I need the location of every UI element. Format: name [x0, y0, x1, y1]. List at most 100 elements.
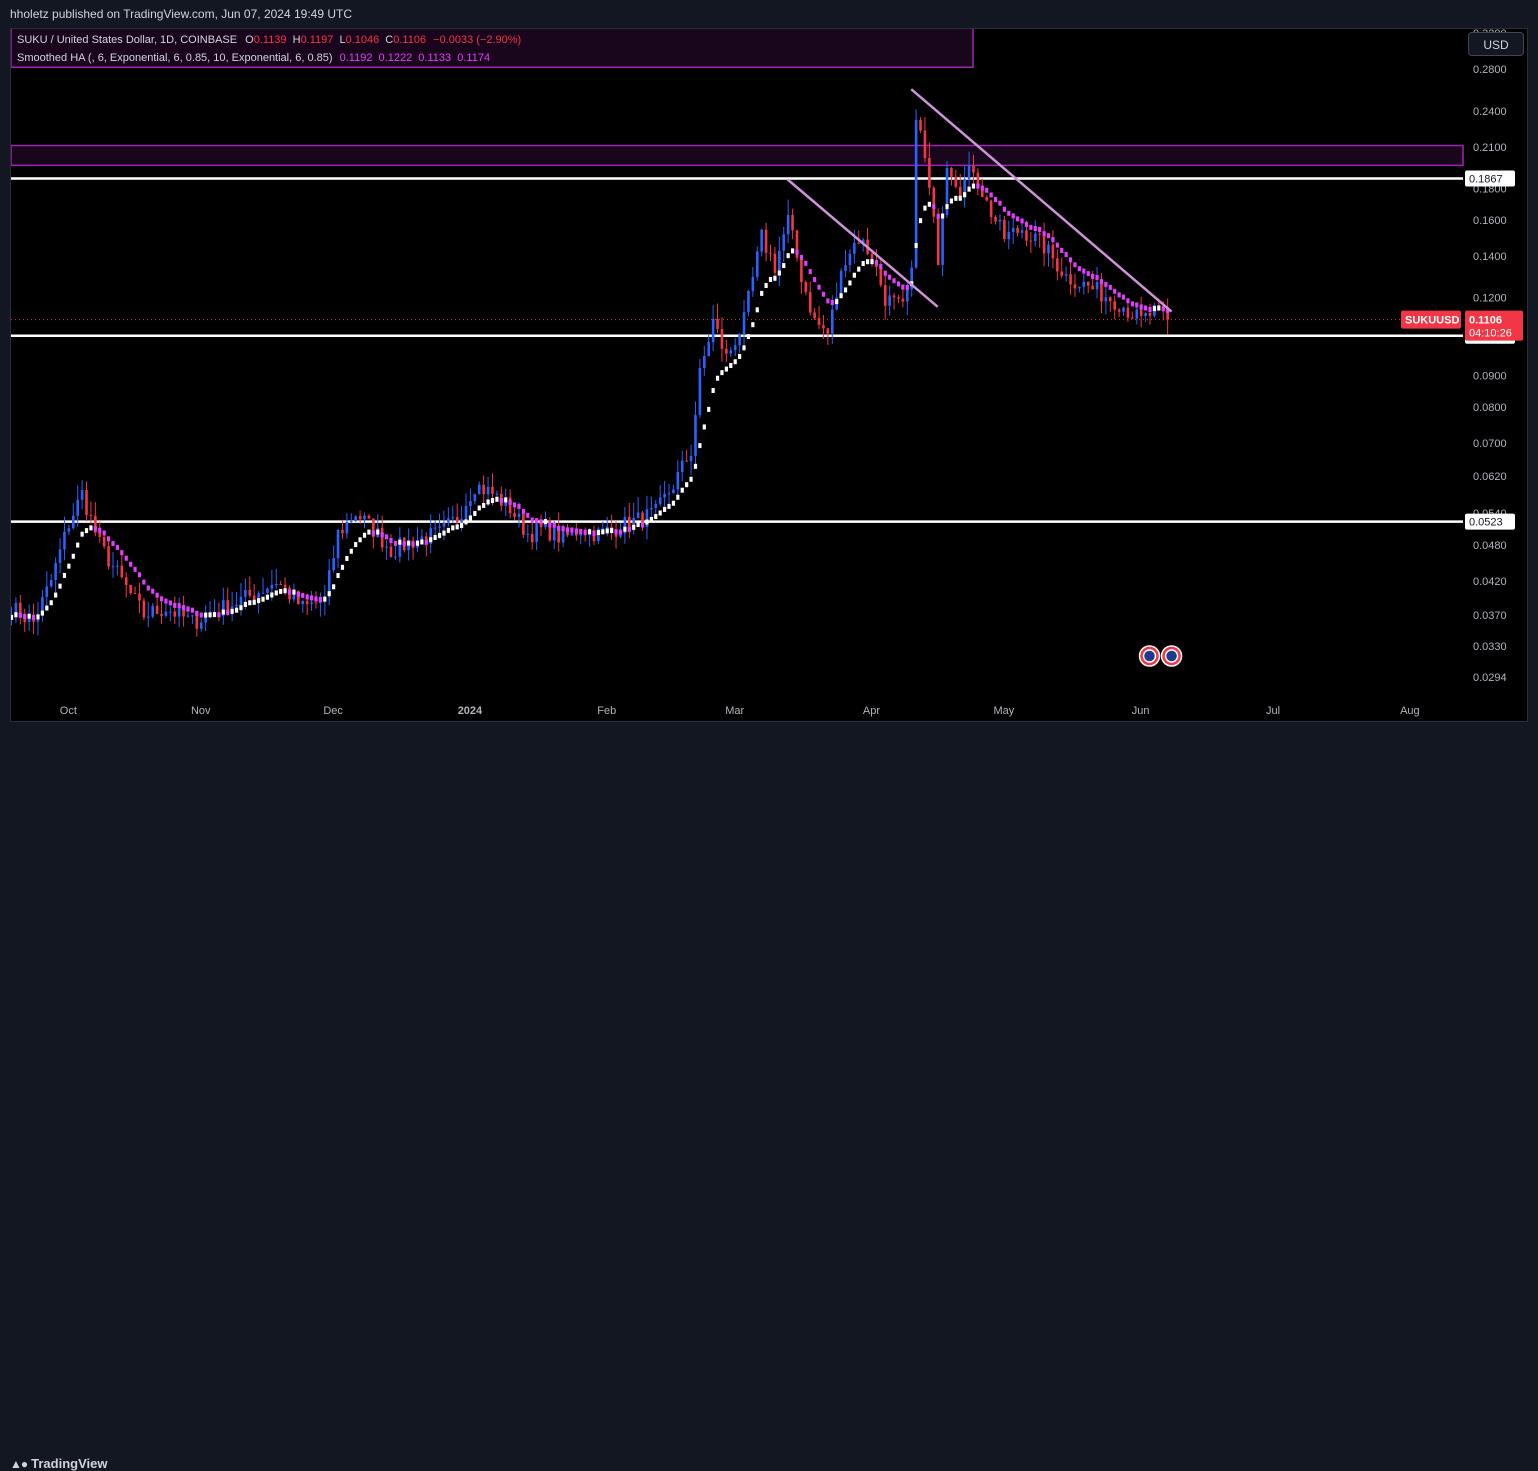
trendline-0 — [786, 178, 939, 308]
candle-body — [879, 266, 883, 286]
candle-body — [442, 522, 446, 527]
smoothed-ha-mark — [1099, 279, 1104, 285]
tradingview-logo-icon: ▲● — [10, 1457, 28, 1471]
candle-body — [98, 532, 102, 537]
candle-body — [945, 167, 949, 215]
candle-body — [1073, 284, 1077, 289]
smoothed-ha-mark — [204, 612, 208, 618]
change-value: −0.0033 (−2.90%) — [433, 34, 522, 46]
candle-body — [438, 526, 441, 528]
candle-body — [839, 270, 843, 298]
candle-body — [204, 614, 207, 623]
candle-body — [654, 503, 658, 508]
smoothed-ha-mark — [155, 592, 159, 598]
smoothed-ha-mark — [1091, 273, 1095, 279]
candle-body — [1064, 274, 1068, 276]
smoothed-ha-mark — [768, 276, 773, 282]
smoothed-ha-mark — [1029, 224, 1033, 230]
smoothed-ha-mark — [455, 524, 459, 530]
smoothed-ha-mark — [711, 388, 715, 394]
smoothed-ha-mark — [773, 275, 777, 281]
smoothed-ha-mark — [1113, 288, 1117, 294]
price-tick-label: 0.0294 — [1473, 672, 1507, 684]
chart-area[interactable]: 0.32000.28000.24000.21000.18000.16000.14… — [10, 28, 1528, 722]
currency-button[interactable]: USD — [1468, 32, 1524, 56]
smoothed-ha-mark — [332, 584, 336, 590]
candle-body — [372, 518, 375, 538]
smoothed-ha-mark — [124, 555, 128, 561]
candle-body — [41, 596, 44, 616]
smoothed-ha-mark — [1117, 292, 1121, 298]
smoothed-ha-mark — [1042, 231, 1046, 237]
candle-body — [1003, 219, 1006, 239]
smoothed-ha-mark — [159, 596, 164, 602]
candle-body — [1091, 285, 1094, 290]
smoothed-ha-mark — [945, 204, 949, 210]
smoothed-ha-mark — [98, 527, 102, 533]
smoothed-ha-mark — [574, 528, 578, 534]
smoothed-ha-mark — [755, 307, 759, 313]
smoothed-ha-mark — [327, 591, 331, 597]
smoothed-ha-mark — [226, 609, 230, 615]
candle-body — [1166, 311, 1169, 320]
smoothed-ha-mark — [296, 591, 300, 597]
smoothed-ha-mark — [614, 529, 618, 535]
candle-body — [1148, 313, 1152, 316]
smoothed-ha-mark — [270, 592, 274, 598]
price-tick-label: 0.2100 — [1473, 142, 1507, 154]
smoothed-ha-mark — [565, 527, 570, 533]
candle-body — [120, 565, 124, 578]
smoothed-ha-mark — [879, 264, 883, 270]
smoothed-ha-mark — [367, 529, 371, 535]
smoothed-ha-mark — [362, 532, 367, 538]
smoothed-ha-mark — [283, 588, 287, 594]
smoothed-ha-mark — [963, 192, 967, 198]
smoothed-ha-mark — [843, 287, 848, 293]
price-chart[interactable]: 0.32000.28000.24000.21000.18000.16000.14… — [11, 29, 1528, 722]
candle-body — [919, 119, 922, 131]
candle-body — [552, 526, 556, 541]
event-flag-icon-inner — [1142, 649, 1157, 663]
candle-body — [129, 584, 132, 594]
candle-body — [561, 530, 565, 543]
smoothed-ha-mark — [689, 476, 693, 482]
candle-body — [989, 200, 993, 218]
smoothed-ha-mark — [486, 499, 490, 505]
smoothed-ha-mark — [142, 579, 146, 585]
candle-body — [460, 519, 463, 523]
candle-body — [380, 527, 384, 548]
candle-body — [301, 601, 305, 605]
candle-body — [455, 517, 459, 523]
candle-body — [513, 513, 516, 517]
smoothed-ha-mark — [446, 527, 450, 533]
trendline-1 — [910, 88, 1173, 313]
candle-body — [773, 253, 777, 273]
smoothed-ha-mark — [137, 572, 142, 578]
candle-body — [641, 512, 644, 527]
candle-body — [80, 490, 84, 500]
smoothed-ha-mark — [199, 612, 203, 618]
smoothed-ha-mark — [499, 497, 503, 503]
candle-body — [186, 615, 190, 617]
smoothed-ha-mark — [526, 512, 530, 518]
candle-body — [539, 523, 543, 528]
smoothed-ha-mark — [517, 503, 521, 509]
smoothed-ha-mark — [420, 539, 424, 545]
high-value: 0.1197 — [300, 34, 334, 46]
smoothed-ha-mark — [998, 200, 1002, 206]
smoothed-ha-mark — [58, 583, 62, 589]
smoothed-ha-mark — [848, 280, 852, 286]
smoothed-ha-mark — [102, 530, 106, 536]
smoothed-ha-mark — [239, 605, 243, 611]
smoothed-ha-mark — [751, 322, 755, 328]
smoothed-ha-mark — [923, 205, 927, 211]
candle-body — [1086, 281, 1090, 286]
smoothed-ha-mark — [504, 497, 508, 503]
smoothed-ha-mark — [106, 536, 111, 542]
candle-body — [477, 484, 481, 495]
candle-body — [914, 119, 918, 268]
candle-body — [292, 591, 296, 600]
smoothed-ha-mark — [1148, 306, 1152, 312]
candle-body — [557, 526, 560, 543]
smoothed-ha-mark — [826, 298, 830, 304]
